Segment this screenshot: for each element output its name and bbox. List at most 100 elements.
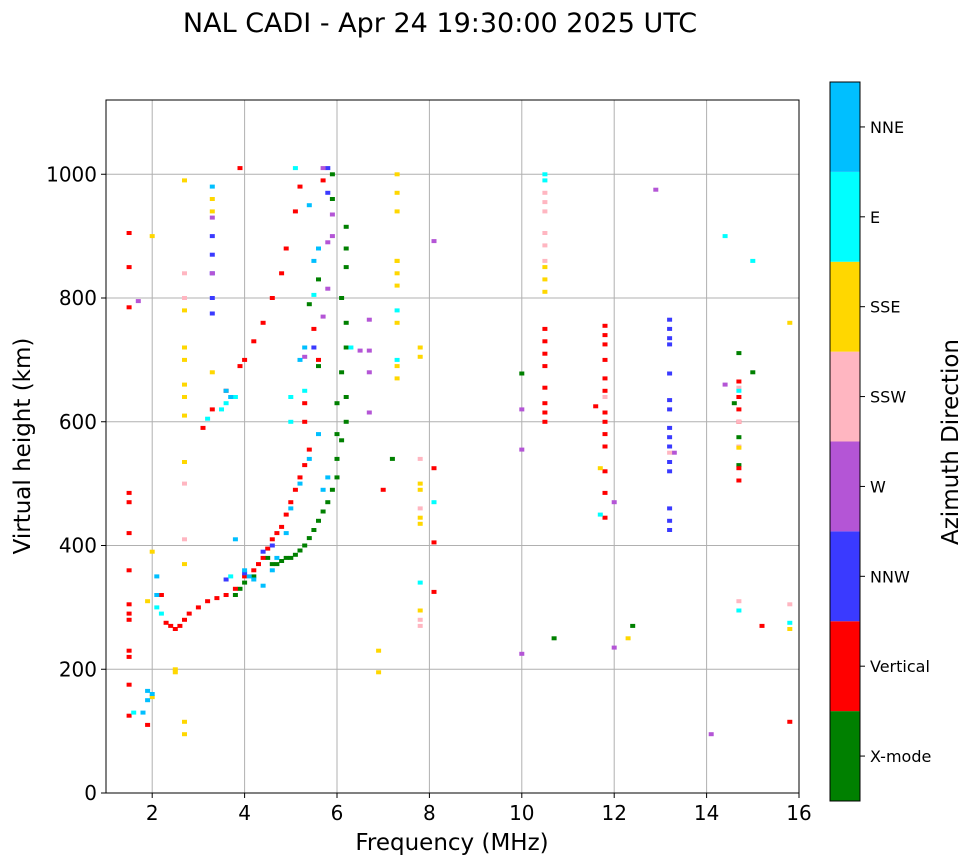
point-x-mode — [343, 265, 349, 270]
point-x-mode — [283, 555, 289, 560]
point-x-mode — [311, 528, 317, 532]
point-x-mode — [320, 509, 326, 514]
point-nne — [283, 531, 289, 536]
point-vertical — [602, 432, 608, 437]
point-vertical — [200, 425, 206, 430]
point-x-mode — [274, 562, 280, 567]
point-vertical — [431, 540, 437, 545]
x-axis-label: Frequency (MHz) — [355, 830, 548, 856]
point-x-mode — [316, 364, 321, 369]
point-ssw — [542, 258, 548, 263]
point-vertical — [602, 388, 608, 393]
point-nne — [288, 506, 294, 511]
point-vertical — [186, 611, 192, 616]
point-sse — [417, 521, 423, 526]
point-ssw — [542, 190, 548, 195]
point-vertical — [126, 611, 132, 616]
point-vertical — [172, 627, 178, 631]
point-nne — [320, 487, 326, 492]
x-tick-label: 10 — [509, 801, 534, 825]
point-nne — [242, 568, 248, 573]
colorbar-label: SSE — [870, 298, 900, 317]
point-nne — [154, 574, 160, 579]
point-sse — [417, 354, 423, 359]
point-x-mode — [269, 562, 275, 567]
point-nnw — [325, 166, 331, 171]
point-sse — [542, 277, 548, 282]
point-sse — [417, 608, 423, 613]
point-ssw — [542, 200, 548, 205]
point-vertical — [274, 531, 280, 536]
point-x-mode — [329, 487, 335, 492]
point-nne — [228, 395, 234, 399]
point-nnw — [325, 190, 331, 195]
point-vertical — [126, 265, 132, 270]
point-vertical — [126, 617, 132, 622]
point-w — [519, 447, 525, 452]
point-x-mode — [288, 555, 294, 560]
point-vertical — [126, 305, 132, 310]
point-vertical — [256, 562, 261, 567]
point-vertical — [311, 326, 317, 331]
point-vertical — [145, 722, 151, 727]
point-vertical — [237, 364, 243, 369]
y-tick-label: 400 — [59, 534, 97, 558]
point-vertical — [265, 546, 271, 551]
point-x-mode — [265, 555, 271, 560]
point-sse — [182, 395, 187, 399]
point-e — [736, 388, 742, 393]
x-tick-label: 12 — [601, 801, 626, 825]
point-w — [366, 348, 372, 353]
point-nnw — [667, 425, 673, 430]
point-vertical — [602, 323, 608, 328]
point-w — [325, 240, 331, 245]
point-vertical — [279, 524, 285, 529]
point-vertical — [237, 166, 243, 171]
point-w — [366, 370, 372, 375]
point-nne — [325, 475, 331, 480]
point-vertical — [759, 623, 765, 628]
point-sse — [394, 209, 400, 214]
point-vertical — [431, 466, 437, 471]
point-nne — [223, 388, 229, 393]
point-vertical — [542, 410, 548, 415]
point-x-mode — [251, 574, 257, 579]
point-sse — [376, 648, 382, 653]
point-vertical — [182, 617, 187, 622]
point-e — [205, 416, 211, 421]
point-nne — [145, 688, 151, 693]
point-x-mode — [302, 543, 308, 548]
point-x-mode — [389, 456, 395, 461]
point-vertical — [260, 320, 266, 325]
point-vertical — [593, 404, 599, 409]
point-sse — [417, 345, 423, 350]
point-sse — [209, 370, 215, 375]
point-ssw — [736, 419, 742, 424]
point-x-mode — [736, 351, 742, 356]
point-w — [519, 407, 525, 412]
point-e — [542, 172, 548, 177]
point-nne — [246, 574, 252, 579]
colorbar-segment — [830, 531, 860, 622]
point-vertical — [158, 593, 164, 597]
point-sse — [542, 265, 548, 270]
point-nnw — [667, 371, 673, 376]
point-e — [154, 605, 160, 610]
point-vertical — [542, 385, 548, 390]
point-sse — [394, 258, 400, 263]
point-vertical — [602, 333, 608, 338]
plot-frame — [105, 99, 800, 794]
point-nnw — [667, 506, 673, 511]
colorbar-label: NNE — [870, 118, 904, 137]
point-nnw — [311, 345, 317, 350]
colorbar-segment — [830, 621, 860, 712]
point-vertical — [283, 512, 289, 517]
point-w — [325, 286, 331, 291]
point-w — [302, 354, 308, 359]
point-x-mode — [237, 586, 243, 591]
point-nne — [306, 456, 312, 461]
point-vertical — [242, 574, 248, 579]
x-tick-label: 8 — [423, 801, 436, 825]
x-tick-label: 14 — [694, 801, 719, 825]
point-nnw — [269, 543, 275, 548]
